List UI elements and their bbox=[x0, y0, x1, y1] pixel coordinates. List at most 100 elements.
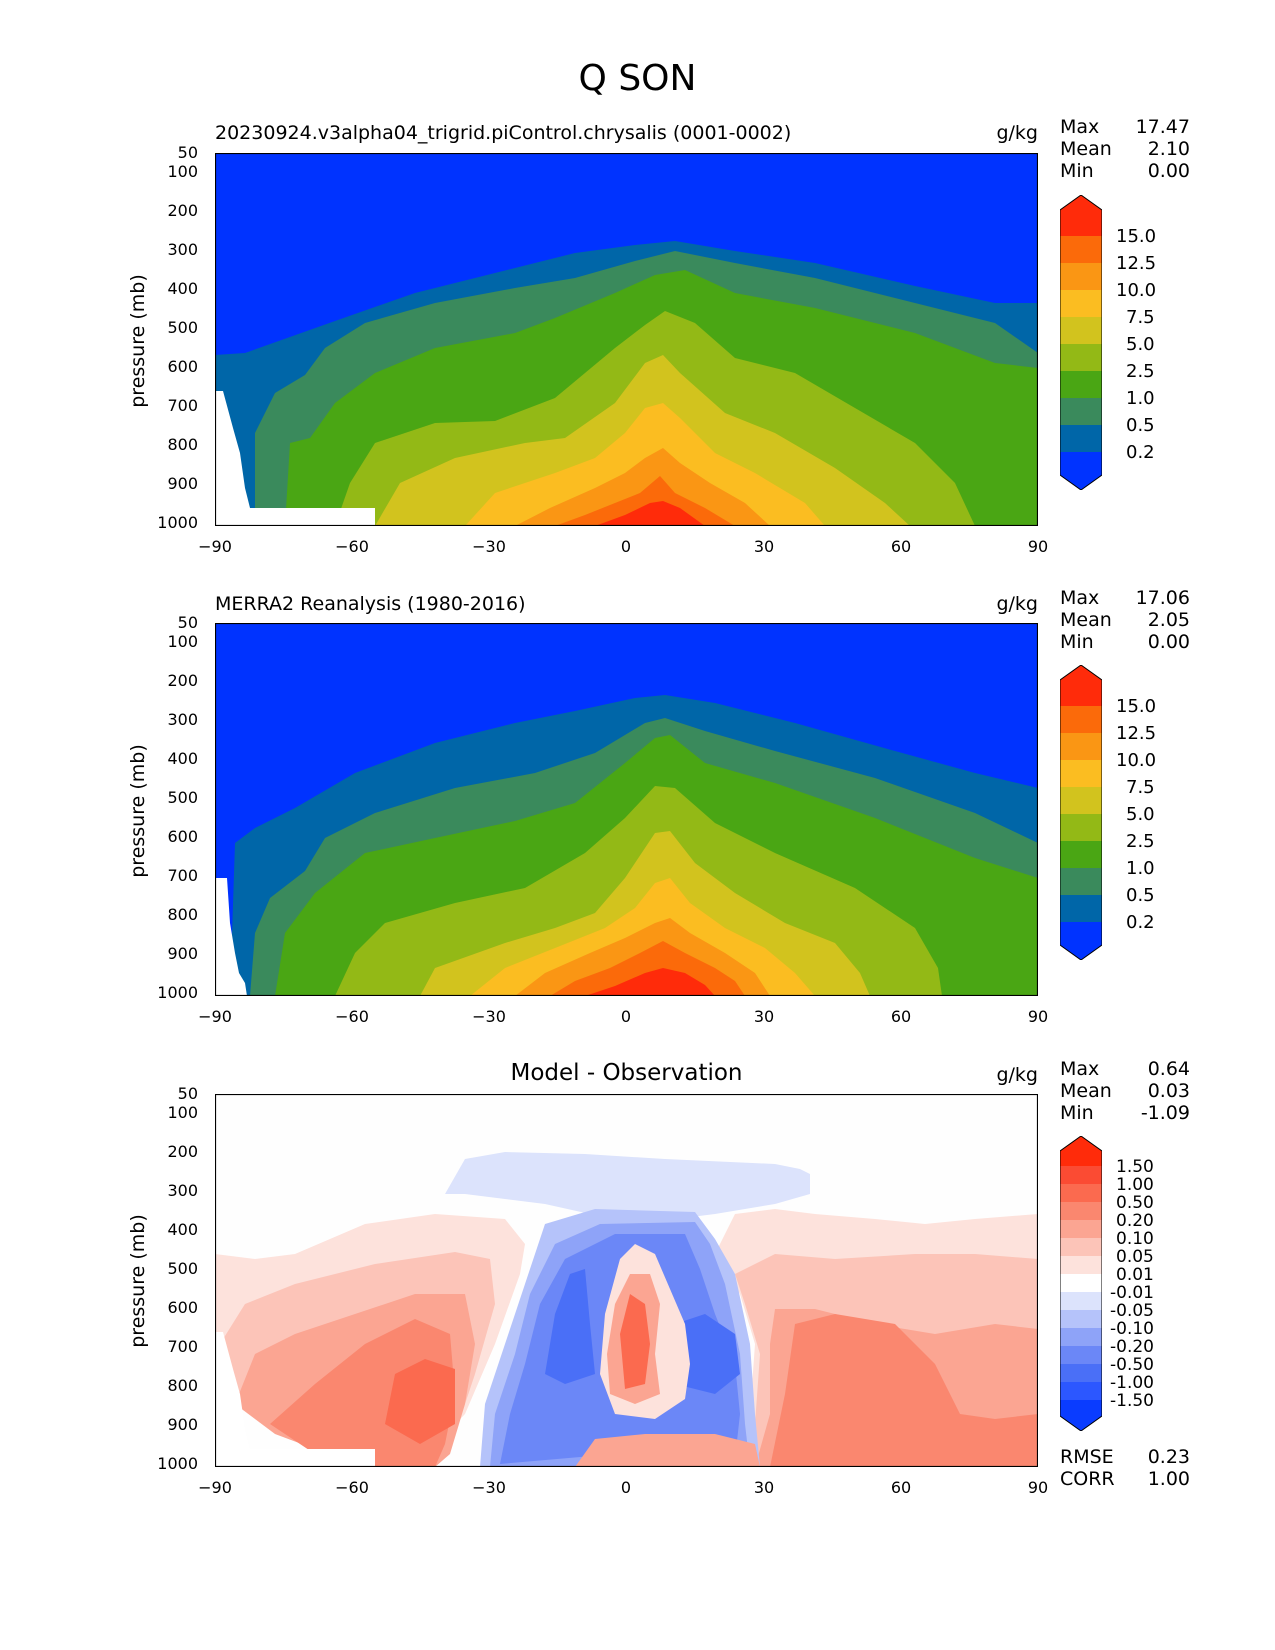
x-tick-label: 30 bbox=[753, 537, 775, 556]
panel-title: MERRA2 Reanalysis (1980-2016) bbox=[215, 593, 526, 615]
units-label: g/kg bbox=[996, 1064, 1038, 1086]
colorbar-tick: -0.20 bbox=[1110, 1337, 1154, 1357]
y-tick-label: 700 bbox=[167, 396, 198, 415]
y-tick-label: 600 bbox=[167, 1298, 198, 1317]
colorbar-tick: 7.5 bbox=[1126, 777, 1155, 798]
x-tick-label: −30 bbox=[472, 1478, 506, 1497]
plot-frame bbox=[215, 623, 1038, 996]
x-tick-label: −60 bbox=[335, 1478, 369, 1497]
stat-mean: Mean 2.10 bbox=[1060, 138, 1190, 160]
colorbar-tick: 0.5 bbox=[1126, 885, 1155, 906]
y-tick-label: 100 bbox=[167, 1103, 198, 1122]
contour-band-9 bbox=[585, 968, 715, 996]
y-tick-label: 600 bbox=[167, 357, 198, 376]
stat-min: Min -1.09 bbox=[1060, 1102, 1190, 1124]
colorbar-tick: 0.5 bbox=[1126, 415, 1155, 436]
colorbar-tick: 0.10 bbox=[1116, 1229, 1154, 1249]
x-tick-label: −90 bbox=[198, 1007, 232, 1026]
x-tick-label: 90 bbox=[1027, 1007, 1049, 1026]
y-tick-label: 300 bbox=[167, 1181, 198, 1200]
metric-corr: CORR 1.00 bbox=[1060, 1468, 1190, 1490]
y-tick-label: 700 bbox=[167, 866, 198, 885]
stat-min: Min 0.00 bbox=[1060, 631, 1190, 653]
colorbar-tick: 1.50 bbox=[1116, 1157, 1154, 1177]
x-tick-label: 0 bbox=[620, 1007, 632, 1026]
panel-title: 20230924.v3alpha04_trigrid.piControl.chr… bbox=[215, 122, 792, 144]
y-tick-label: 100 bbox=[167, 162, 198, 181]
colorbar-tick: 15.0 bbox=[1116, 226, 1157, 247]
colorbar bbox=[1059, 194, 1103, 491]
x-tick-label: 60 bbox=[890, 1478, 912, 1497]
pos-core-equator-inner bbox=[620, 1294, 650, 1389]
contour-plot bbox=[215, 153, 1038, 526]
stat-max: Max 17.47 bbox=[1060, 116, 1190, 138]
x-tick-label: 30 bbox=[753, 1007, 775, 1026]
metric-rmse: RMSE 0.23 bbox=[1060, 1446, 1190, 1468]
y-tick-label: 500 bbox=[167, 788, 198, 807]
x-tick-label: 60 bbox=[890, 1007, 912, 1026]
contour-band-7 bbox=[515, 448, 770, 526]
y-tick-label: 900 bbox=[167, 944, 198, 963]
plot-frame bbox=[215, 1094, 1038, 1467]
y-tick-label: 50 bbox=[177, 143, 198, 162]
colorbar-tick: 2.5 bbox=[1126, 831, 1155, 852]
x-tick-label: 60 bbox=[890, 537, 912, 556]
x-tick-label: −30 bbox=[472, 1007, 506, 1026]
y-tick-label: 900 bbox=[167, 1415, 198, 1434]
pos-near-surface bbox=[575, 1434, 760, 1467]
stat-max: Max 0.64 bbox=[1060, 1058, 1190, 1080]
y-tick-label: 400 bbox=[167, 279, 198, 298]
y-tick-label: 300 bbox=[167, 710, 198, 729]
y-tick-label: 1000 bbox=[157, 1454, 198, 1473]
y-tick-label: 400 bbox=[167, 749, 198, 768]
y-tick-label: 200 bbox=[167, 201, 198, 220]
y-tick-label: 600 bbox=[167, 827, 198, 846]
stat-max: Max 17.06 bbox=[1060, 587, 1190, 609]
x-tick-label: 90 bbox=[1027, 1478, 1049, 1497]
x-tick-label: 90 bbox=[1027, 537, 1049, 556]
y-tick-label: 100 bbox=[167, 632, 198, 651]
missing-region bbox=[215, 391, 375, 526]
colorbar-tick: 5.0 bbox=[1126, 804, 1155, 825]
contour-plot bbox=[215, 1094, 1038, 1467]
stat-mean: Mean 2.05 bbox=[1060, 609, 1190, 631]
x-tick-label: 30 bbox=[753, 1478, 775, 1497]
y-tick-label: 200 bbox=[167, 671, 198, 690]
pos-band-5-left bbox=[385, 1359, 455, 1444]
colorbar-tick: 0.2 bbox=[1126, 442, 1155, 463]
y-tick-label: 500 bbox=[167, 1259, 198, 1278]
contour-plot bbox=[215, 623, 1038, 996]
x-tick-label: −60 bbox=[335, 1007, 369, 1026]
colorbar-tick: 15.0 bbox=[1116, 696, 1157, 717]
colorbar-tick: -0.05 bbox=[1110, 1301, 1154, 1321]
y-tick-label: 50 bbox=[177, 1084, 198, 1103]
colorbar-tick: 0.20 bbox=[1116, 1211, 1154, 1231]
x-tick-label: −30 bbox=[472, 537, 506, 556]
y-tick-label: 400 bbox=[167, 1220, 198, 1239]
colorbar-tick: 0.50 bbox=[1116, 1193, 1154, 1213]
x-tick-label: −60 bbox=[335, 537, 369, 556]
x-tick-label: −90 bbox=[198, 1478, 232, 1497]
y-tick-label: 200 bbox=[167, 1142, 198, 1161]
colorbar-tick: -0.01 bbox=[1110, 1283, 1154, 1303]
colorbar-tick: 7.5 bbox=[1126, 307, 1155, 328]
colorbar-tick: 10.0 bbox=[1116, 280, 1157, 301]
plot-frame bbox=[215, 153, 1038, 526]
y-tick-label: 1000 bbox=[157, 983, 198, 1002]
figure-title: Q SON bbox=[578, 58, 697, 99]
missing-region bbox=[215, 878, 247, 996]
stat-min: Min 0.00 bbox=[1060, 160, 1190, 182]
neg-band-light-top bbox=[445, 1152, 810, 1224]
colorbar-tick: 12.5 bbox=[1116, 723, 1157, 744]
neg-band-4 bbox=[545, 1269, 595, 1384]
panel-title: Model - Observation bbox=[510, 1060, 743, 1086]
contour-band-8 bbox=[555, 476, 735, 526]
colorbar-tick: 5.0 bbox=[1126, 334, 1155, 355]
colorbar bbox=[1059, 664, 1103, 961]
y-tick-label: 1000 bbox=[157, 513, 198, 532]
colorbar-tick: -1.00 bbox=[1110, 1373, 1154, 1393]
contour-band-9 bbox=[595, 501, 705, 526]
colorbar-tick: -0.50 bbox=[1110, 1355, 1154, 1375]
colorbar-tick: 0.01 bbox=[1116, 1265, 1154, 1285]
y-tick-label: 700 bbox=[167, 1337, 198, 1356]
